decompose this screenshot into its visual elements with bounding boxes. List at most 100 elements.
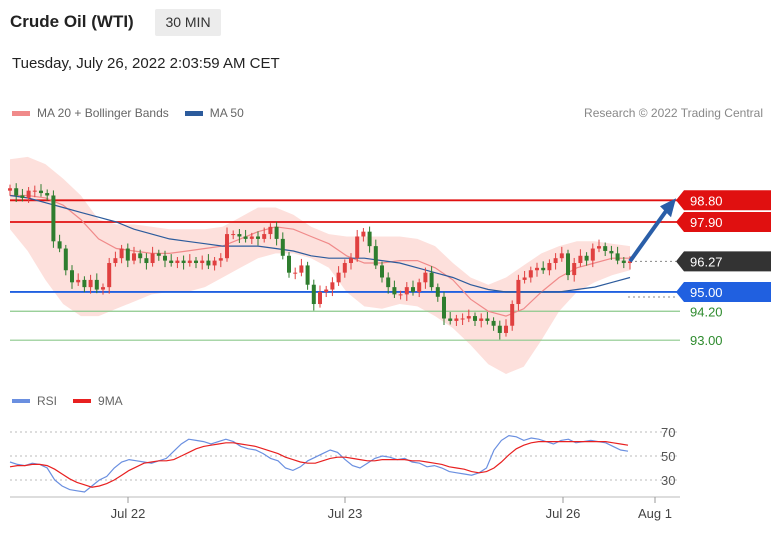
candle — [181, 260, 186, 264]
candle — [39, 190, 43, 194]
candle — [206, 260, 211, 266]
candle — [187, 260, 192, 264]
candle — [491, 320, 496, 326]
candle — [200, 260, 205, 264]
candle — [132, 253, 136, 261]
candle — [150, 253, 155, 264]
legend-item-ma50: MA 50 — [184, 106, 244, 120]
candle — [262, 234, 267, 239]
candle — [541, 267, 546, 271]
legend-item-9ma: 9MA — [73, 394, 123, 408]
candle — [225, 234, 229, 259]
candle — [194, 260, 198, 264]
level-tag-98.80 — [676, 190, 771, 211]
candle — [237, 234, 242, 237]
rsi-9ma-line — [9, 441, 629, 488]
candle — [535, 267, 539, 271]
legend-label-ma50: MA 50 — [209, 106, 244, 120]
candle — [516, 279, 521, 305]
research-credit: Research © 2022 Trading Central — [584, 106, 763, 120]
candle — [386, 277, 391, 288]
candle — [547, 263, 552, 271]
ma50-swatch — [184, 110, 203, 116]
candle — [597, 246, 601, 249]
candle — [63, 248, 68, 271]
candle — [324, 289, 329, 292]
candle — [8, 188, 12, 191]
candle — [342, 263, 347, 273]
candle — [355, 236, 360, 259]
candle — [26, 190, 31, 198]
last-price-label: 96.27 — [690, 254, 723, 269]
candle — [311, 284, 316, 305]
timeframe-button[interactable]: 30 MIN — [155, 9, 221, 36]
candle — [76, 279, 81, 283]
level-label-97.90: 97.90 — [690, 215, 723, 230]
x-tick-label: Jul 23 — [328, 506, 363, 521]
candle — [485, 318, 490, 321]
candle — [404, 287, 409, 295]
level-tag-97.90 — [676, 212, 771, 233]
legend-label-9ma: 9MA — [98, 394, 123, 408]
rsi-line — [9, 434, 629, 493]
candle — [367, 231, 372, 247]
candle — [280, 238, 285, 256]
x-tick-label: Jul 22 — [111, 506, 146, 521]
candle — [45, 193, 50, 196]
candle — [88, 279, 93, 288]
candle — [256, 236, 260, 239]
candle — [609, 250, 614, 254]
chart-timestamp: Tuesday, July 26, 2022 2:03:59 AM CET — [12, 55, 280, 72]
rsi-tick-70: 70 — [661, 425, 675, 440]
candle — [590, 248, 595, 261]
level-label-95.00: 95.00 — [690, 285, 723, 300]
candle — [497, 325, 502, 333]
candle — [442, 296, 446, 319]
level-label-94.20: 94.20 — [690, 304, 723, 319]
candle — [268, 226, 273, 235]
rsi-legend: RSI 9MA — [12, 394, 139, 408]
candle — [572, 263, 577, 276]
candle — [423, 272, 428, 283]
candle — [528, 270, 533, 278]
candle — [460, 318, 465, 320]
candle — [621, 260, 626, 264]
candle — [578, 255, 583, 264]
candle — [584, 255, 589, 261]
candle — [566, 253, 570, 276]
candle — [504, 325, 508, 333]
last-price-tag — [676, 251, 771, 272]
candle — [361, 231, 366, 237]
candle — [466, 316, 471, 319]
candle — [113, 258, 118, 264]
candle — [479, 318, 484, 321]
candle — [51, 195, 56, 242]
candle — [411, 287, 415, 292]
candle — [119, 248, 124, 259]
level-label-93.00: 93.00 — [690, 333, 723, 348]
candle — [522, 277, 527, 280]
candle — [510, 304, 515, 326]
candle — [218, 258, 223, 261]
candle — [373, 246, 378, 266]
candle — [32, 190, 37, 192]
candle — [392, 287, 397, 295]
candle — [603, 246, 608, 251]
candle — [125, 248, 130, 261]
candle — [82, 279, 87, 288]
candle — [380, 265, 384, 278]
candle — [330, 282, 335, 290]
candle — [169, 260, 174, 264]
candle — [305, 265, 310, 285]
candle — [175, 260, 180, 264]
candle — [398, 294, 403, 296]
candle — [138, 253, 143, 259]
candle — [293, 272, 298, 274]
x-tick-label: Aug 1 — [638, 506, 672, 521]
x-tick-label: Jul 26 — [546, 506, 581, 521]
candle — [101, 287, 105, 290]
level-tag-95.00 — [676, 281, 771, 302]
candle — [615, 253, 620, 261]
candle — [553, 258, 558, 264]
